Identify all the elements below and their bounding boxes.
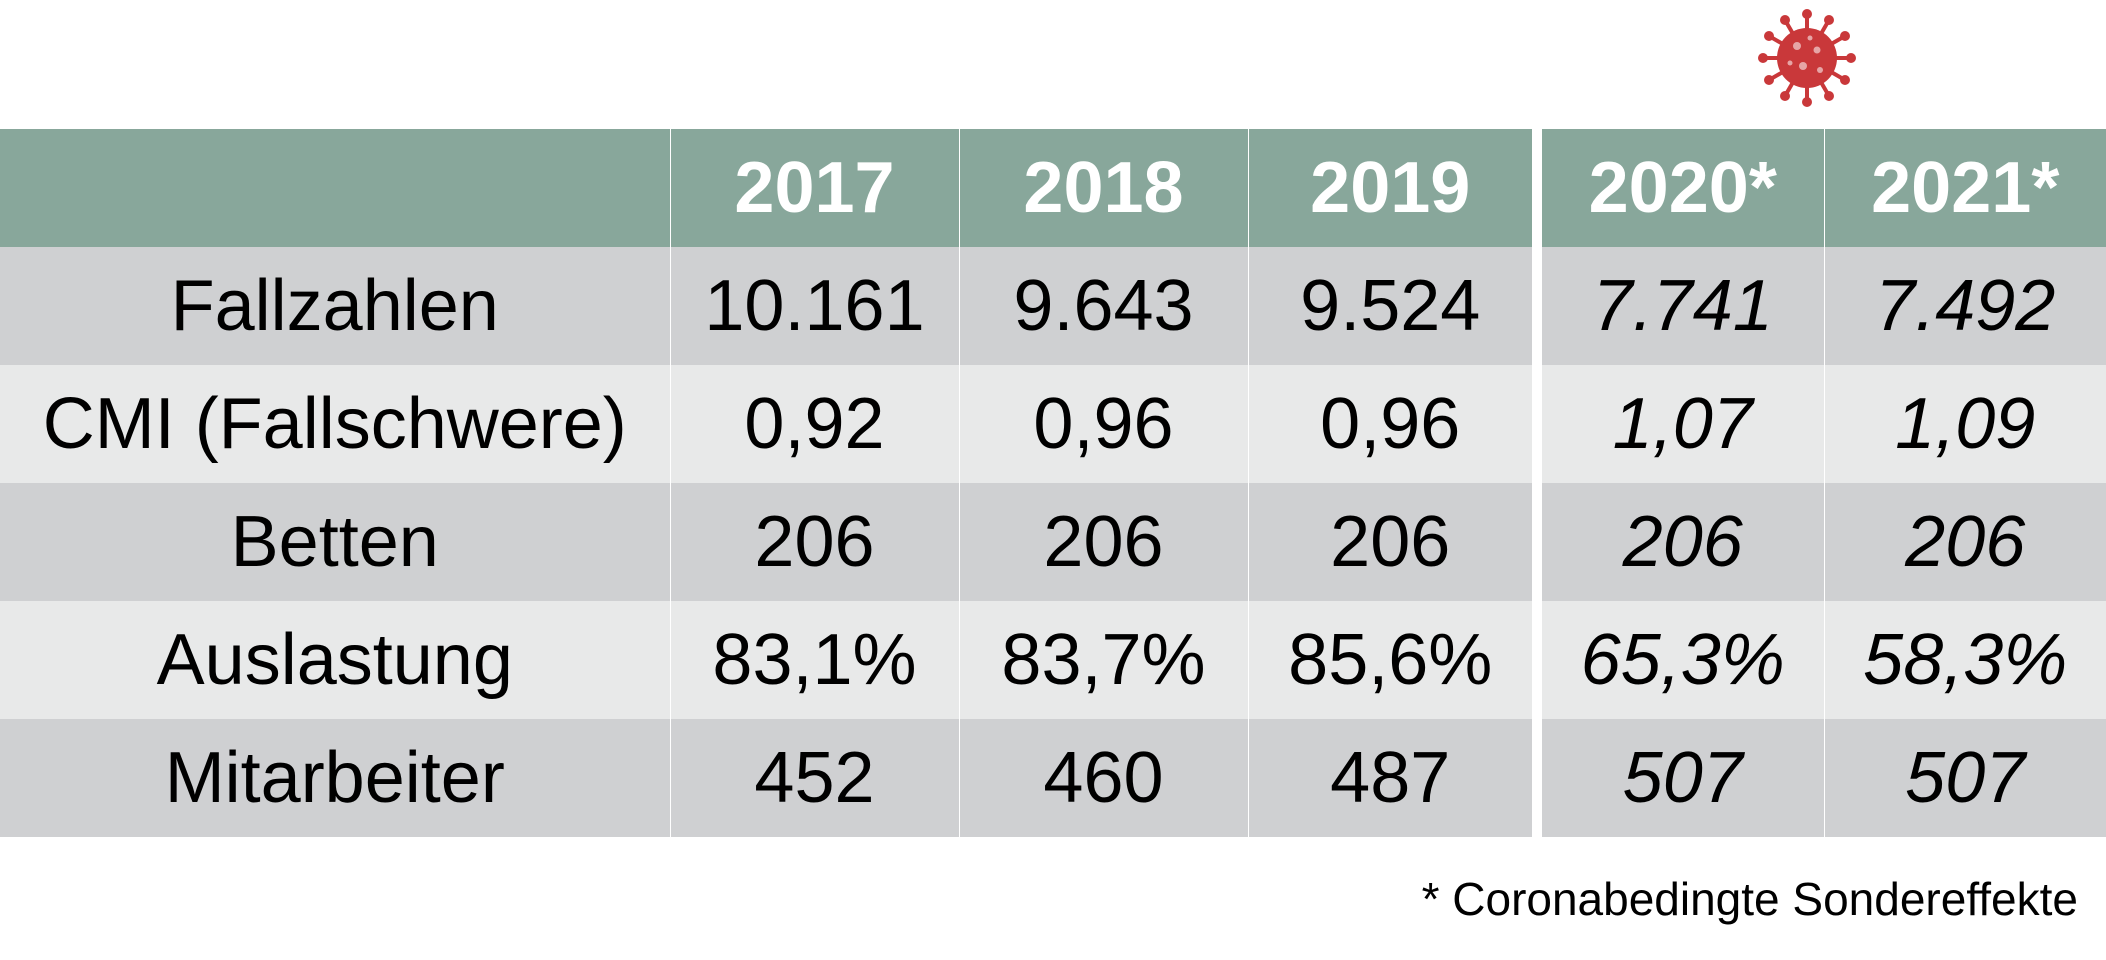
table-cell: 85,6%: [1247, 601, 1537, 719]
row-label-betten: Betten: [0, 483, 670, 601]
table-cell: 0,96: [958, 365, 1248, 483]
table-cell: 206: [1247, 483, 1537, 601]
table-cell: 206: [1823, 483, 2106, 601]
row-label-auslastung: Auslastung: [0, 601, 670, 719]
header-row: 2017 2018 2019 2020* 2021*: [0, 129, 2106, 247]
header-year-2018: 2018: [958, 129, 1248, 247]
table-cell: 460: [958, 719, 1248, 837]
header-year-2019: 2019: [1247, 129, 1537, 247]
header-year-2020: 2020*: [1532, 129, 1824, 247]
table-row: Fallzahlen 10.161 9.643 9.524 7.741 7.49…: [0, 247, 2106, 365]
table-cell: 10.161: [669, 247, 959, 365]
header-corner: [0, 129, 670, 247]
table-row: CMI (Fallschwere) 0,92 0,96 0,96 1,07 1,…: [0, 365, 2106, 483]
table-cell: 487: [1247, 719, 1537, 837]
table-cell: 206: [669, 483, 959, 601]
table-cell: 7.492: [1823, 247, 2106, 365]
table-cell: 507: [1532, 719, 1824, 837]
statistics-table: 2017 2018 2019 2020* 2021* Fallzahlen 10…: [0, 129, 2106, 837]
coronavirus-icon: [1758, 9, 1856, 107]
table-row: Mitarbeiter 452 460 487 507 507: [0, 719, 2106, 837]
footnote: * Coronabedingte Sondereffekte: [1421, 873, 2078, 925]
table-cell: 0,96: [1247, 365, 1537, 483]
table-cell: 9.643: [958, 247, 1248, 365]
table-cell: 7.741: [1532, 247, 1824, 365]
table-cell: 507: [1823, 719, 2106, 837]
table-cell: 65,3%: [1532, 601, 1824, 719]
row-label-mitarbeiter: Mitarbeiter: [0, 719, 670, 837]
table-cell: 206: [1532, 483, 1824, 601]
table-cell: 83,7%: [958, 601, 1248, 719]
header-year-2021: 2021*: [1823, 129, 2106, 247]
table-row: Auslastung 83,1% 83,7% 85,6% 65,3% 58,3%: [0, 601, 2106, 719]
header-year-2017: 2017: [669, 129, 959, 247]
table-cell: 58,3%: [1823, 601, 2106, 719]
row-label-fallzahlen: Fallzahlen: [0, 247, 670, 365]
table-cell: 83,1%: [669, 601, 959, 719]
table-cell: 0,92: [669, 365, 959, 483]
table-cell: 206: [958, 483, 1248, 601]
table-cell: 1,09: [1823, 365, 2106, 483]
row-label-cmi: CMI (Fallschwere): [0, 365, 670, 483]
table-cell: 452: [669, 719, 959, 837]
table-row: Betten 206 206 206 206 206: [0, 483, 2106, 601]
table-cell: 1,07: [1532, 365, 1824, 483]
table-cell: 9.524: [1247, 247, 1537, 365]
